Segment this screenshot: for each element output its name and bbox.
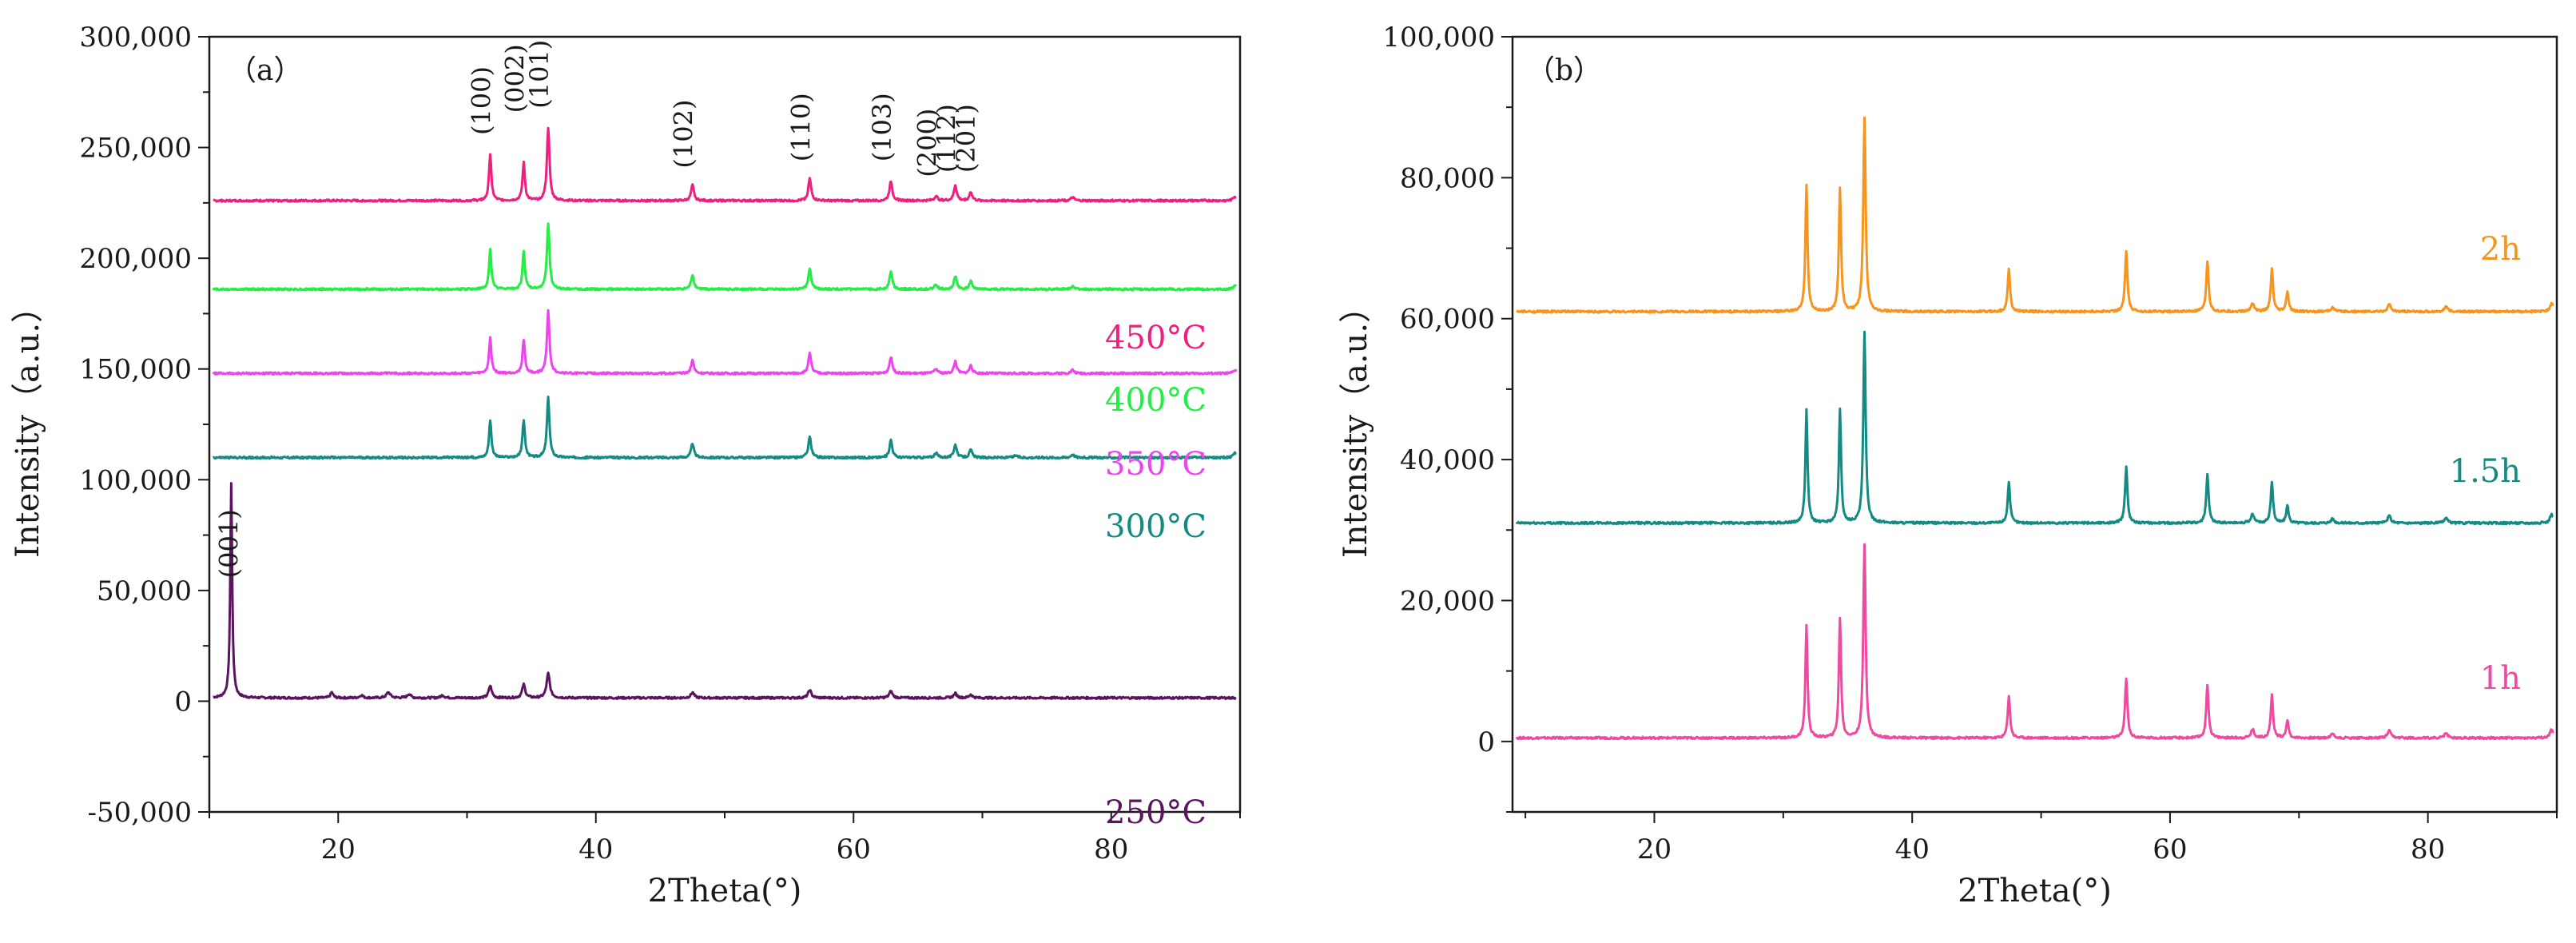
chart-panel-a: 20 40 60 80 -50,000 0 50,000 100,000 150,000 200,…: [10, 22, 1242, 909]
peak-annotation: (100): [467, 66, 497, 135]
x-axis-title: 2Theta(°): [648, 873, 802, 909]
y-tick-label: 100,000: [79, 464, 192, 496]
peak-annotation: (002): [499, 44, 530, 113]
peak-annotation: (102): [669, 100, 699, 169]
series-label: 400°C: [1105, 382, 1207, 419]
y-tick-label: 200,000: [79, 243, 192, 275]
peak-annotation: (103): [867, 93, 897, 161]
series-label: 1.5h: [2450, 453, 2521, 490]
y-tick-label: 0: [174, 686, 192, 718]
peak-annotation: (201): [951, 104, 981, 173]
series-label: 300°C: [1105, 508, 1207, 545]
peak-annotation: (101): [524, 40, 555, 109]
peak-annotation: (110): [785, 93, 816, 161]
y-axis-title: Intensity（a.u.）: [1338, 291, 1374, 558]
y-tick-label: 80,000: [1400, 162, 1495, 194]
y-tick-label: 40,000: [1400, 444, 1495, 476]
y-tick-label: 50,000: [97, 575, 192, 607]
x-tick-label: 60: [837, 834, 871, 865]
x-tick-label: 40: [1895, 834, 1930, 865]
y-tick-label: 300,000: [79, 22, 192, 54]
series-line-1.5h: [1515, 330, 2554, 526]
series-label: 350°C: [1105, 446, 1207, 483]
series-line-1h: [1515, 543, 2554, 741]
peak-annotation: (200): [912, 109, 942, 177]
series-label: 250°C: [1105, 794, 1207, 831]
y-tick-label: -50,000: [88, 797, 192, 829]
plot-frame: [1511, 35, 2558, 814]
y-tick-label: 0: [1477, 726, 1495, 758]
series-line-300°C: [212, 396, 1237, 460]
series-label: 450°C: [1105, 320, 1207, 356]
x-tick-label: 80: [1094, 834, 1128, 865]
x-tick-label: 40: [578, 834, 613, 865]
x-tick-label: 20: [1637, 834, 1672, 865]
series-label: 1h: [2480, 660, 2521, 697]
x-tick-label: 80: [2411, 834, 2445, 865]
x-tick-label: 20: [321, 834, 356, 865]
series-line-2h: [1516, 116, 2554, 314]
y-tick-label: 100,000: [1382, 22, 1495, 54]
y-tick-label: 20,000: [1400, 585, 1495, 617]
series-label: 2h: [2480, 231, 2521, 268]
peak-annotation: (112): [932, 104, 962, 173]
x-tick-label: 60: [2153, 834, 2187, 865]
series-line-250°C: [213, 482, 1237, 700]
panel-label: （b）: [1526, 54, 1602, 87]
y-tick-label: 150,000: [79, 354, 192, 386]
panel-label: （a）: [228, 54, 302, 87]
y-tick-label: 60,000: [1400, 304, 1495, 336]
x-axis-title: 2Theta(°): [1958, 873, 2112, 909]
series-line-400°C: [212, 222, 1238, 292]
peak-annotation: (001): [213, 509, 244, 578]
y-axis-title: Intensity（a.u.）: [10, 291, 46, 558]
series-line-350°C: [212, 308, 1238, 376]
y-tick-label: 250,000: [79, 133, 192, 165]
series-line-450°C: [213, 126, 1237, 203]
chart-panel-b: 20 40 60 80 0 20,000 40,000 60,000 80,000 100,000…: [1338, 22, 2558, 909]
